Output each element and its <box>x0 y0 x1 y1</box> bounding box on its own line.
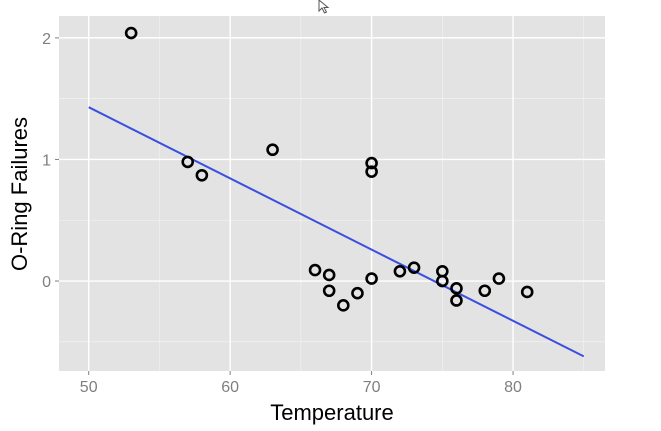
x-tick-label: 60 <box>221 379 239 396</box>
x-tick-label: 70 <box>363 379 381 396</box>
plot-panel <box>59 16 605 371</box>
data-point <box>450 282 463 295</box>
data-point <box>195 168 209 182</box>
x-axis-title: Temperature <box>270 400 394 425</box>
y-axis-title: O-Ring Failures <box>7 117 32 271</box>
data-point <box>308 263 322 277</box>
y-tick-label: 0 <box>42 274 51 291</box>
data-point <box>322 268 336 282</box>
data-point <box>492 272 506 285</box>
data-point <box>393 265 407 278</box>
data-point <box>351 286 364 300</box>
grid-lines <box>59 16 605 371</box>
data-point <box>124 26 138 40</box>
data-point <box>322 284 336 298</box>
data-points <box>124 26 534 312</box>
data-point <box>365 156 378 170</box>
regression-line <box>88 106 585 358</box>
axis-ticks: 50 60 70 80 0 1 2 <box>42 31 522 396</box>
data-point <box>365 272 378 285</box>
data-point <box>266 143 279 157</box>
data-point <box>181 155 195 169</box>
data-point <box>450 294 463 307</box>
mouse-pointer-icon <box>318 0 330 14</box>
data-point <box>478 284 492 298</box>
data-point <box>365 165 378 178</box>
fit-line-layer <box>88 106 585 358</box>
data-point <box>520 285 534 299</box>
x-tick-label: 50 <box>80 379 98 396</box>
data-point <box>407 261 421 274</box>
data-point <box>436 274 449 288</box>
x-tick-label: 80 <box>504 379 522 396</box>
data-point <box>337 299 350 312</box>
y-tick-label: 1 <box>42 152 51 169</box>
y-tick-label: 2 <box>42 31 51 48</box>
